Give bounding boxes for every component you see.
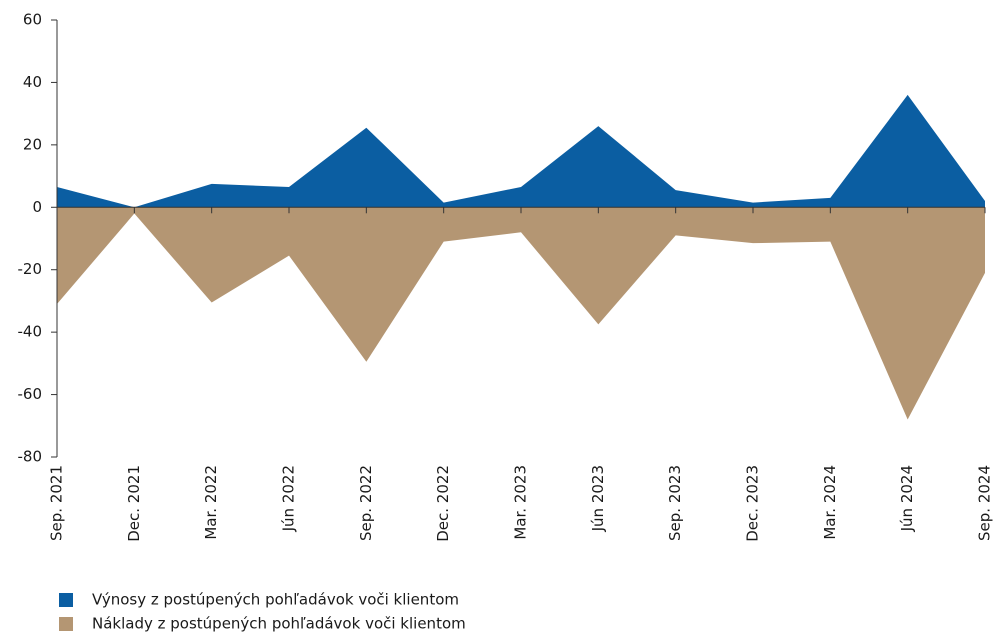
x-tick-label: Mar. 2023 [512, 465, 530, 540]
legend-label: Výnosy z postúpených pohľadávok voči kli… [92, 591, 459, 609]
y-tick-label: -60 [18, 385, 43, 403]
x-tick-label: Mar. 2024 [821, 465, 839, 540]
x-tick-label: Dec. 2022 [434, 465, 452, 542]
x-tick-label: Mar. 2022 [202, 465, 220, 540]
legend-swatch [59, 617, 73, 631]
y-tick-label: 20 [23, 135, 42, 153]
x-tick-label: Sep. 2024 [976, 465, 994, 541]
legend-label: Náklady z postúpených pohľadávok voči kl… [92, 615, 466, 633]
area [57, 207, 985, 420]
x-tick-label: Jún 2022 [280, 465, 298, 532]
x-tick-label: Jún 2023 [589, 465, 607, 532]
y-tick-label: 40 [23, 73, 42, 91]
x-tick-label: Dec. 2021 [125, 465, 143, 542]
x-tick-label: Sep. 2021 [48, 465, 66, 541]
y-tick-label: 60 [23, 11, 42, 29]
x-tick-label: Jún 2024 [898, 465, 916, 532]
legend-swatch [59, 593, 73, 607]
x-tick-label: Dec. 2023 [744, 465, 762, 542]
area [57, 94, 985, 208]
x-tick-label: Sep. 2023 [666, 465, 684, 541]
x-tick-label: Sep. 2022 [357, 465, 375, 541]
y-tick-label: -20 [18, 260, 43, 278]
y-tick-label: 0 [32, 198, 42, 216]
y-tick-label: -80 [18, 448, 43, 466]
y-tick-label: -40 [18, 323, 43, 341]
